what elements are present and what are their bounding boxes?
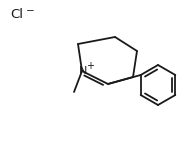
Text: +: +	[86, 61, 94, 71]
Text: Cl: Cl	[10, 7, 23, 21]
Text: −: −	[26, 6, 35, 16]
Text: N: N	[79, 66, 87, 76]
